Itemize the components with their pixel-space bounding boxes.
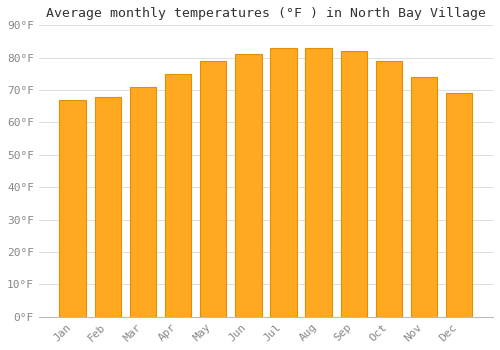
Bar <box>376 61 402 317</box>
Bar <box>306 48 332 317</box>
Bar <box>446 93 472 317</box>
Bar <box>340 51 367 317</box>
Bar <box>411 77 438 317</box>
Bar <box>200 61 226 317</box>
Bar <box>94 97 121 317</box>
Bar <box>165 74 191 317</box>
Bar <box>270 48 296 317</box>
Title: Average monthly temperatures (°F ) in North Bay Village: Average monthly temperatures (°F ) in No… <box>46 7 486 20</box>
Bar <box>130 87 156 317</box>
Bar <box>235 55 262 317</box>
Bar <box>60 100 86 317</box>
